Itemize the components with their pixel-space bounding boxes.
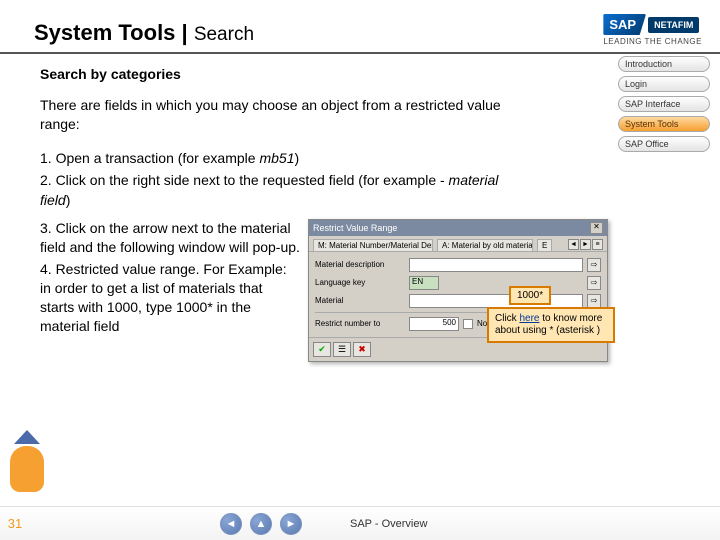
ok-button[interactable]: ✔ — [313, 342, 331, 357]
page-title: System Tools | Search — [34, 20, 254, 46]
tab-material-number[interactable]: M: Material Number/Material Description — [313, 239, 433, 251]
step2-a: 2. Click on the right side next to the r… — [40, 172, 449, 188]
nav-next-button[interactable]: ► — [280, 513, 302, 535]
tab-prev-icon[interactable]: ◄ — [568, 239, 579, 250]
sidebar: Introduction Login SAP Interface System … — [618, 56, 710, 152]
steps-3-4: 3. Click on the arrow next to the materi… — [40, 219, 300, 362]
netafim-logo: NETAFIM — [648, 17, 699, 33]
intro-text: There are fields in which you may choose… — [40, 96, 510, 134]
logo-area: SAP NETAFIM LEADING THE CHANGE — [603, 14, 702, 46]
step-2: 2. Click on the right side next to the r… — [40, 170, 520, 211]
step-3: 3. Click on the arrow next to the materi… — [40, 219, 300, 257]
mascot-icon — [0, 422, 55, 492]
sidebar-item-introduction[interactable]: Introduction — [618, 56, 710, 72]
no-restriction-checkbox[interactable] — [463, 319, 473, 329]
tab-list-icon[interactable]: ≡ — [592, 239, 603, 250]
title-sub: Search — [194, 24, 254, 45]
slide-number: 31 — [0, 516, 30, 531]
material-input[interactable] — [409, 294, 583, 308]
step2-c: ) — [66, 192, 71, 208]
cancel-button[interactable]: ✖ — [353, 342, 371, 357]
material-label: Material — [315, 296, 405, 305]
close-button[interactable]: ✕ — [590, 222, 603, 234]
nav-prev-button[interactable]: ◄ — [220, 513, 242, 535]
title-main: System Tools — [34, 20, 175, 45]
asterisk-callout: Click here to know more about using * (a… — [487, 307, 615, 343]
restrict-value-dialog: Restrict Value Range ✕ M: Material Numbe… — [308, 219, 608, 362]
arrow-icon[interactable]: ⇨ — [587, 258, 601, 272]
dialog-title-text: Restrict Value Range — [313, 223, 397, 233]
footer: 31 ◄ ▲ ► SAP - Overview — [0, 506, 720, 540]
sap-logo: SAP — [603, 14, 646, 35]
step-4: 4. Restricted value range. For Example: … — [40, 260, 300, 336]
dialog-tabs: M: Material Number/Material Description … — [309, 236, 607, 252]
tab-e[interactable]: E — [537, 239, 552, 251]
step1-a: 1. Open a transaction (for example — [40, 150, 259, 166]
sidebar-item-login[interactable]: Login — [618, 76, 710, 92]
tab-next-icon[interactable]: ► — [580, 239, 591, 250]
step1-em: mb51 — [259, 150, 294, 166]
sidebar-item-sap-office[interactable]: SAP Office — [618, 136, 710, 152]
language-key-input[interactable]: EN — [409, 276, 439, 290]
step-1: 1. Open a transaction (for example mb51) — [40, 148, 520, 168]
dialog-titlebar: Restrict Value Range ✕ — [309, 220, 607, 236]
sidebar-item-sap-interface[interactable]: SAP Interface — [618, 96, 710, 112]
restrict-number-label: Restrict number to — [315, 319, 405, 328]
material-desc-label: Material description — [315, 260, 405, 269]
arrow-icon[interactable]: ⇨ — [587, 294, 601, 308]
material-desc-input[interactable] — [409, 258, 583, 272]
arrow-icon[interactable]: ⇨ — [587, 276, 601, 290]
restrict-number-input[interactable]: 500 — [409, 317, 459, 331]
options-button[interactable]: ☰ — [333, 342, 351, 357]
nav-up-button[interactable]: ▲ — [250, 513, 272, 535]
title-sep: | — [175, 20, 193, 45]
callout-t1: Click — [495, 313, 519, 324]
step1-c: ) — [294, 150, 299, 166]
sidebar-item-system-tools[interactable]: System Tools — [618, 116, 710, 132]
footer-doc-title: SAP - Overview — [350, 518, 427, 530]
callout-link[interactable]: here — [519, 313, 539, 324]
tab-old-material[interactable]: A: Material by old material number — [437, 239, 533, 251]
tagline: LEADING THE CHANGE — [603, 37, 702, 46]
language-key-label: Language key — [315, 278, 405, 287]
highlight-1000: 1000* — [509, 286, 551, 305]
